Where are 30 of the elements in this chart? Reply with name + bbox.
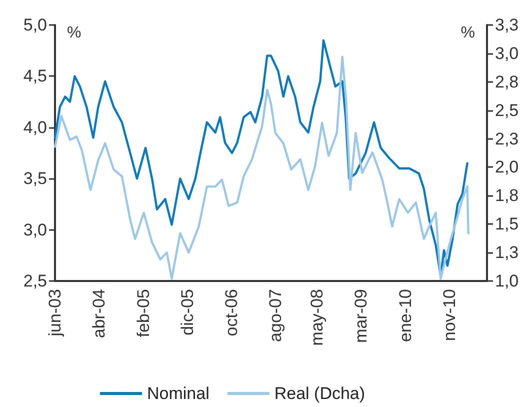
legend-label: Real (Dcha) (274, 384, 366, 403)
x-tick-label: feb-05 (134, 289, 153, 338)
y2-tick-label: 2,0 (495, 158, 519, 177)
x-tick-label: jun-03 (46, 289, 64, 338)
y2-tick-label: 2,5 (495, 100, 519, 120)
x-tick-label: mar-09 (352, 289, 371, 343)
y2-tick-label: 1,5 (495, 214, 519, 234)
y-tick-label: 3,5 (23, 169, 47, 188)
y2-tick-label: 1,0 (495, 272, 519, 290)
y-tick-label: 5,0 (23, 16, 47, 34)
y2-tick-label: 3,0 (495, 44, 519, 63)
y-tick-label: 4,5 (23, 66, 47, 86)
y2-tick-label: 2,3 (495, 129, 519, 148)
x-tick-label: dic-05 (178, 289, 197, 336)
y2-tick-label: 3,3 (495, 16, 519, 34)
x-tick-label: oct-06 (222, 289, 241, 336)
x-tick-label: ene-10 (396, 289, 415, 342)
x-tick-label: nov-10 (440, 289, 459, 341)
y-axis-title: % (67, 24, 82, 42)
y2-tick-label: 1,3 (495, 243, 519, 262)
x-tick-label: abr-04 (90, 289, 109, 338)
y2-tick-label: 1,8 (495, 186, 519, 206)
y2-axis-title: % (460, 24, 475, 42)
x-tick-label: ago-07 (266, 289, 285, 342)
y-tick-label: 2,5 (23, 272, 47, 290)
legend-label: Nominal (147, 384, 210, 403)
y2-tick-label: 2,8 (495, 72, 519, 92)
x-tick-label: may-08 (308, 289, 327, 346)
y-tick-label: 4,0 (23, 118, 47, 137)
y-tick-label: 3,0 (23, 220, 47, 240)
